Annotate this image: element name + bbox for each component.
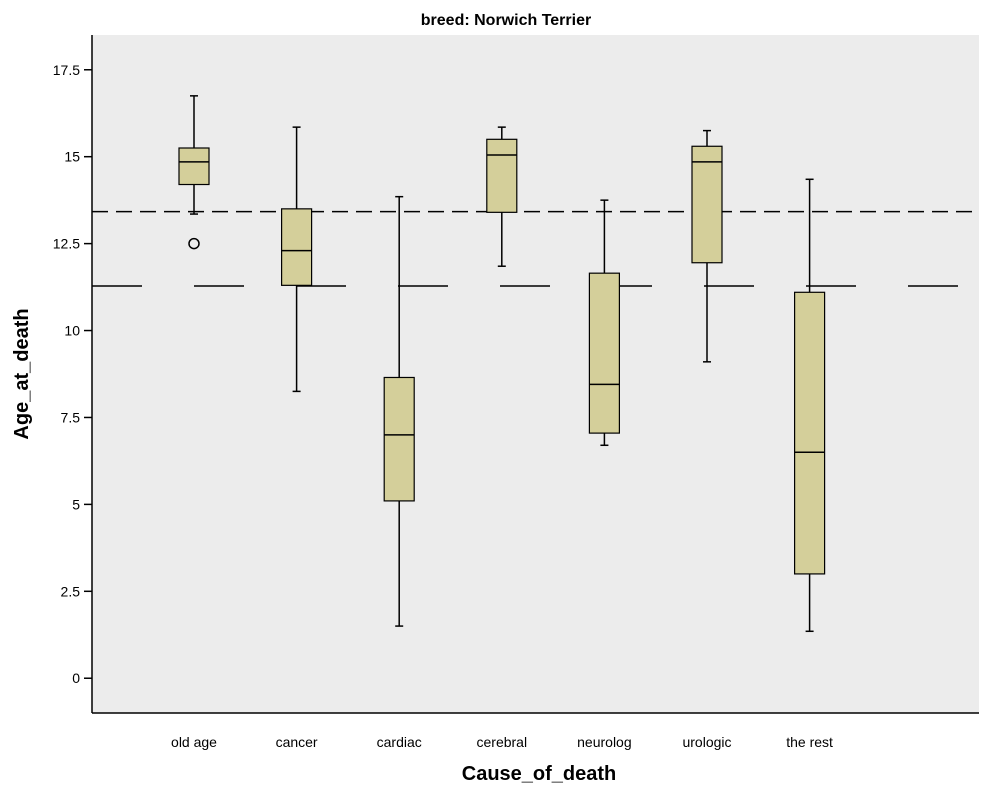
x-tick-label: the rest — [786, 734, 833, 750]
x-axis-title: Cause_of_death — [462, 763, 617, 785]
box-group — [793, 178, 826, 633]
box-group — [383, 195, 415, 627]
x-tick-label: cardiac — [377, 734, 422, 750]
y-axis-title: Age_at_death — [11, 308, 33, 439]
y-tick-label: 2.5 — [61, 583, 81, 599]
box-group — [486, 126, 518, 267]
x-tick-label: old age — [171, 734, 217, 750]
box-iqr — [691, 145, 723, 264]
box-iqr — [588, 272, 621, 434]
outlier-point — [188, 237, 200, 250]
box-group — [691, 129, 723, 363]
x-tick-label: cerebral — [477, 734, 528, 750]
y-tick-label: 0 — [72, 670, 80, 686]
y-tick-label: 10 — [64, 323, 80, 339]
plot-area — [92, 35, 979, 713]
box-group — [588, 199, 621, 447]
box-group — [178, 95, 210, 250]
y-tick-label: 5 — [72, 496, 80, 512]
box-iqr — [486, 138, 518, 213]
y-tick-label: 12.5 — [53, 236, 80, 252]
chart-title: breed: Norwich Terrier — [421, 12, 591, 29]
x-tick-label: urologic — [682, 734, 731, 750]
y-tick-label: 7.5 — [61, 409, 81, 425]
box-iqr — [793, 291, 826, 575]
x-axis: old age cancer cardiac cerebral neurolog urol… — [92, 712, 979, 750]
x-tick-label: cancer — [276, 734, 318, 750]
box-group — [281, 126, 313, 393]
box-iqr — [281, 208, 313, 286]
x-tick-label: neurolog — [577, 734, 632, 750]
boxes — [178, 95, 826, 633]
y-tick-label: 17.5 — [53, 62, 80, 78]
y-tick-label: 15 — [64, 149, 80, 165]
reference-lines — [92, 210, 979, 287]
box-iqr — [383, 376, 415, 502]
box-iqr — [178, 147, 210, 186]
y-axis: 0 2.5 5 7.5 10 12.5 15 17.5 — [53, 35, 93, 713]
